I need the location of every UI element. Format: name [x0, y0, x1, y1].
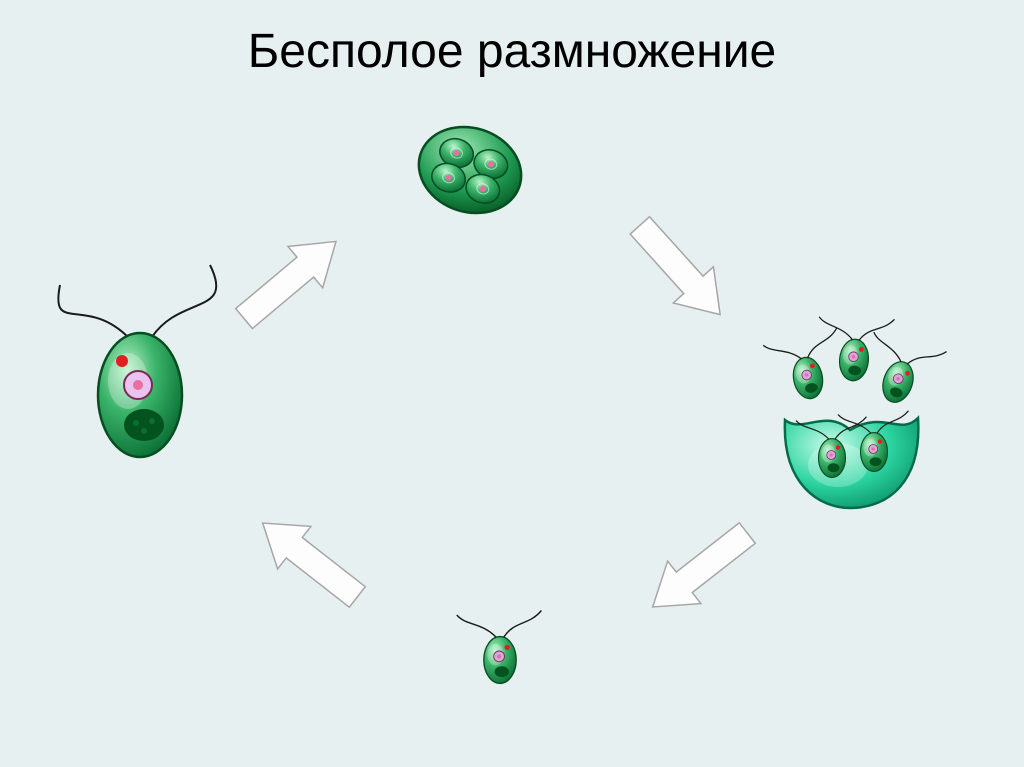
arrow-adult-to-cyst: [227, 221, 354, 340]
slide: Бесполое размножение: [0, 0, 1024, 767]
node-adult-cell: [58, 265, 216, 457]
arrow-juvenile-to-adult: [246, 502, 374, 618]
lifecycle-diagram: [0, 0, 1024, 767]
node-dividing-cell: [408, 114, 533, 226]
node-young-zoospore: [457, 611, 542, 684]
arrow-release-to-juvenile: [636, 512, 764, 628]
node-zoospores-release: [763, 313, 947, 508]
cycle-arrows: [227, 207, 764, 628]
arrow-cyst-to-release: [620, 207, 740, 332]
